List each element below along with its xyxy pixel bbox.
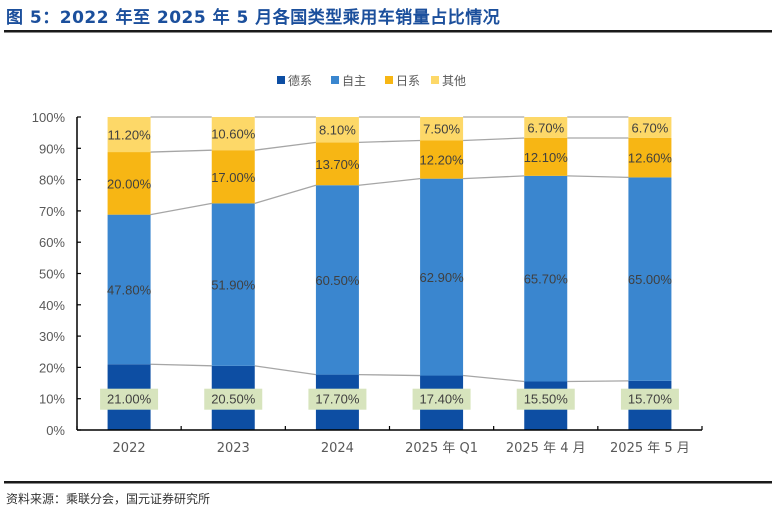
bar-segment: [628, 117, 672, 138]
bars: [107, 117, 672, 430]
data-label-box: [308, 388, 367, 410]
series-connector-line: [567, 175, 629, 179]
bar-segment: [524, 175, 568, 382]
x-tick-label: 2025 年 Q1: [405, 441, 478, 456]
data-label: 8.10%: [319, 123, 356, 138]
data-label-box: [204, 388, 263, 410]
series-connector-line: [358, 139, 421, 144]
data-label: 62.90%: [420, 270, 465, 285]
series-connector-line: [567, 380, 629, 383]
data-label: 17.40%: [420, 392, 465, 407]
series-connector-line: [254, 365, 317, 376]
y-tick-label: 50%: [39, 267, 65, 282]
data-label: 20.50%: [211, 392, 256, 407]
data-label: 6.70%: [631, 120, 668, 135]
bar-segment: [211, 203, 255, 366]
data-label: 13.70%: [315, 157, 360, 172]
series-connector-line: [358, 178, 421, 186]
x-tick-label: 2024: [321, 441, 354, 456]
bar-segment: [420, 178, 464, 376]
y-tick-label: 40%: [39, 298, 65, 313]
data-label: 12.10%: [524, 150, 569, 165]
legend-label: 德系: [288, 73, 312, 88]
data-label-box: [412, 388, 471, 410]
bar-segment: [524, 137, 568, 176]
legend: 德系 自主 日系 其他: [277, 73, 466, 88]
data-label: 51.90%: [211, 278, 256, 293]
x-tick-label: 2022: [113, 441, 146, 456]
series-connector-line: [254, 141, 316, 151]
bar-segment: [315, 117, 359, 143]
series-connector-lines: [150, 116, 629, 383]
legend-swatch: [331, 76, 339, 84]
bar-segment: [211, 117, 255, 151]
data-label: 12.60%: [628, 151, 673, 166]
bar-segment: [420, 117, 464, 141]
series-connector-line: [463, 137, 525, 142]
data-label: 65.00%: [628, 272, 673, 287]
title-divider: [4, 30, 772, 33]
footer-divider: [4, 481, 772, 484]
figure-title: 图 5：2022 年至 2025 年 5 月各国类型乘用车销量占比情况: [6, 8, 501, 28]
series-connector-line: [150, 363, 212, 367]
data-label: 17.00%: [211, 170, 256, 185]
y-tick-label: 90%: [39, 141, 65, 156]
x-tick-label: 2025 年 4 月: [506, 441, 586, 456]
data-label-box: [100, 388, 159, 410]
series-connector-line: [463, 374, 525, 383]
data-label-box: [516, 388, 575, 410]
bar-segment: [628, 177, 672, 381]
data-label: 17.70%: [315, 392, 360, 407]
series-connector-line: [150, 202, 212, 216]
x-tick-label: 2023: [217, 441, 250, 456]
legend-label: 自主: [342, 74, 366, 88]
data-label: 20.00%: [107, 176, 152, 191]
data-label: 10.60%: [211, 127, 256, 142]
data-label: 65.70%: [524, 272, 569, 287]
bar-segment: [107, 214, 151, 365]
y-tick-label: 0%: [46, 423, 65, 438]
y-tick-label: 80%: [39, 173, 65, 188]
y-tick-label: 30%: [39, 329, 65, 344]
legend-swatch: [385, 76, 393, 84]
bar-segment: [107, 117, 151, 153]
series-connector-line: [358, 373, 421, 377]
bar-segment: [420, 140, 464, 179]
legend-swatch: [277, 76, 285, 84]
bar-segment: [315, 142, 359, 186]
x-tick-label: 2025 年 5 月: [610, 441, 690, 456]
data-labels: 21.00% 20.50% 17.70% 17.40% 15.50% 15.70% 47.8…: [100, 120, 679, 410]
data-label: 12.20%: [420, 153, 465, 168]
series-connector-line: [254, 184, 317, 205]
series-connector-line: [150, 149, 212, 153]
data-label: 15.50%: [524, 392, 569, 407]
bar-segment: [524, 117, 568, 138]
bar-segment: [211, 150, 255, 204]
y-tick-label: 20%: [39, 360, 65, 375]
data-label: 11.20%: [108, 128, 152, 143]
bar-segment: [628, 137, 672, 178]
legend-label: 其他: [442, 74, 466, 88]
bar-segment: [107, 152, 151, 215]
data-label: 60.50%: [315, 273, 360, 288]
data-label: 6.70%: [527, 120, 564, 135]
y-tick-label: 70%: [39, 204, 65, 219]
legend-label: 日系: [396, 74, 420, 88]
data-label: 47.80%: [107, 282, 152, 297]
data-label: 7.50%: [423, 122, 460, 137]
data-label: 15.70%: [628, 392, 673, 407]
axes: 0% 10% 20% 30% 40% 50% 60% 70% 80% 90% 100% 2022 202…: [32, 110, 703, 456]
y-tick-label: 60%: [39, 235, 65, 250]
data-label-box: [620, 388, 679, 410]
y-tick-label: 10%: [39, 392, 65, 407]
source-note: 资料来源：乘联分会，国元证券研究所: [6, 492, 211, 506]
y-tick-label: 100%: [32, 110, 66, 125]
legend-swatch: [431, 76, 439, 84]
data-label: 21.00%: [107, 392, 152, 407]
series-connector-line: [463, 175, 525, 180]
bar-segment: [315, 185, 359, 375]
